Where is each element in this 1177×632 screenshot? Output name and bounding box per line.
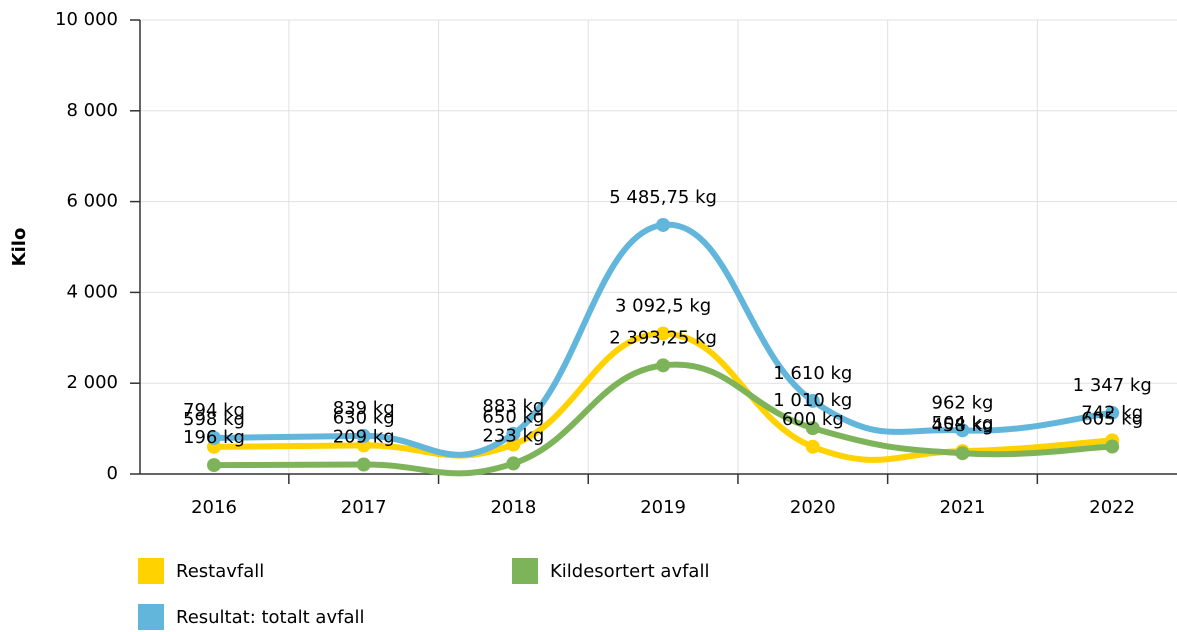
point xyxy=(1105,439,1120,454)
point xyxy=(1105,405,1120,420)
data-label: 1 610 kg xyxy=(773,363,852,384)
legend-label: Restavfall xyxy=(176,561,264,582)
y-tick-label: 4 000 xyxy=(66,281,118,302)
point xyxy=(656,358,671,373)
data-label: 839 kg xyxy=(333,398,395,419)
data-label: 883 kg xyxy=(482,396,544,417)
data-label: 233 kg xyxy=(482,425,544,446)
point xyxy=(506,426,521,441)
data-label: 196 kg xyxy=(183,427,245,448)
point xyxy=(207,430,221,445)
point xyxy=(805,393,820,408)
x-tick-label: 2021 xyxy=(940,497,986,518)
point xyxy=(955,446,970,461)
x-tick-label: 2022 xyxy=(1089,497,1135,518)
point xyxy=(805,439,820,454)
point xyxy=(506,456,521,471)
point xyxy=(207,458,221,473)
data-label: 5 485,75 kg xyxy=(609,187,717,208)
legend-swatch xyxy=(512,558,538,584)
data-label: 605 kg xyxy=(1081,409,1143,430)
y-tick-label: 8 000 xyxy=(66,100,118,121)
y-tick-label: 2 000 xyxy=(66,372,118,393)
x-tick-label: 2019 xyxy=(640,497,686,518)
data-label: 2 393,25 kg xyxy=(609,327,717,348)
point xyxy=(656,217,671,232)
y-tick-label: 0 xyxy=(107,463,118,484)
y-axis-title: Kilo xyxy=(9,228,30,267)
y-tick-label: 10 000 xyxy=(55,9,118,30)
point xyxy=(955,423,970,438)
point xyxy=(356,428,371,443)
data-label: 1 347 kg xyxy=(1073,375,1152,396)
data-label: 1 010 kg xyxy=(773,390,852,411)
data-label: 209 kg xyxy=(333,427,395,448)
data-label: 504 kg xyxy=(932,413,994,434)
data-label: 794 kg xyxy=(183,400,245,421)
data-label: 458 kg xyxy=(932,415,994,436)
x-tick-label: 2018 xyxy=(490,497,536,518)
data-label: 630 kg xyxy=(333,407,395,428)
point xyxy=(356,457,371,472)
legend-label: Resultat: totalt avfall xyxy=(176,607,364,628)
legend-swatch xyxy=(138,604,164,630)
legend-swatch xyxy=(138,558,164,584)
data-label: 962 kg xyxy=(932,392,994,413)
data-label: 598 kg xyxy=(183,409,245,430)
data-label: 742 kg xyxy=(1081,402,1143,423)
data-label: 3 092,5 kg xyxy=(615,296,711,317)
data-label: 650 kg xyxy=(482,406,544,427)
x-tick-label: 2016 xyxy=(191,497,237,518)
point xyxy=(805,421,820,436)
point xyxy=(656,326,671,341)
point xyxy=(506,437,521,452)
x-tick-label: 2017 xyxy=(341,497,387,518)
legend-label: Kildesortert avfall xyxy=(550,561,709,582)
y-tick-label: 6 000 xyxy=(66,191,118,212)
x-tick-label: 2020 xyxy=(790,497,836,518)
data-label: 600 kg xyxy=(782,409,844,430)
